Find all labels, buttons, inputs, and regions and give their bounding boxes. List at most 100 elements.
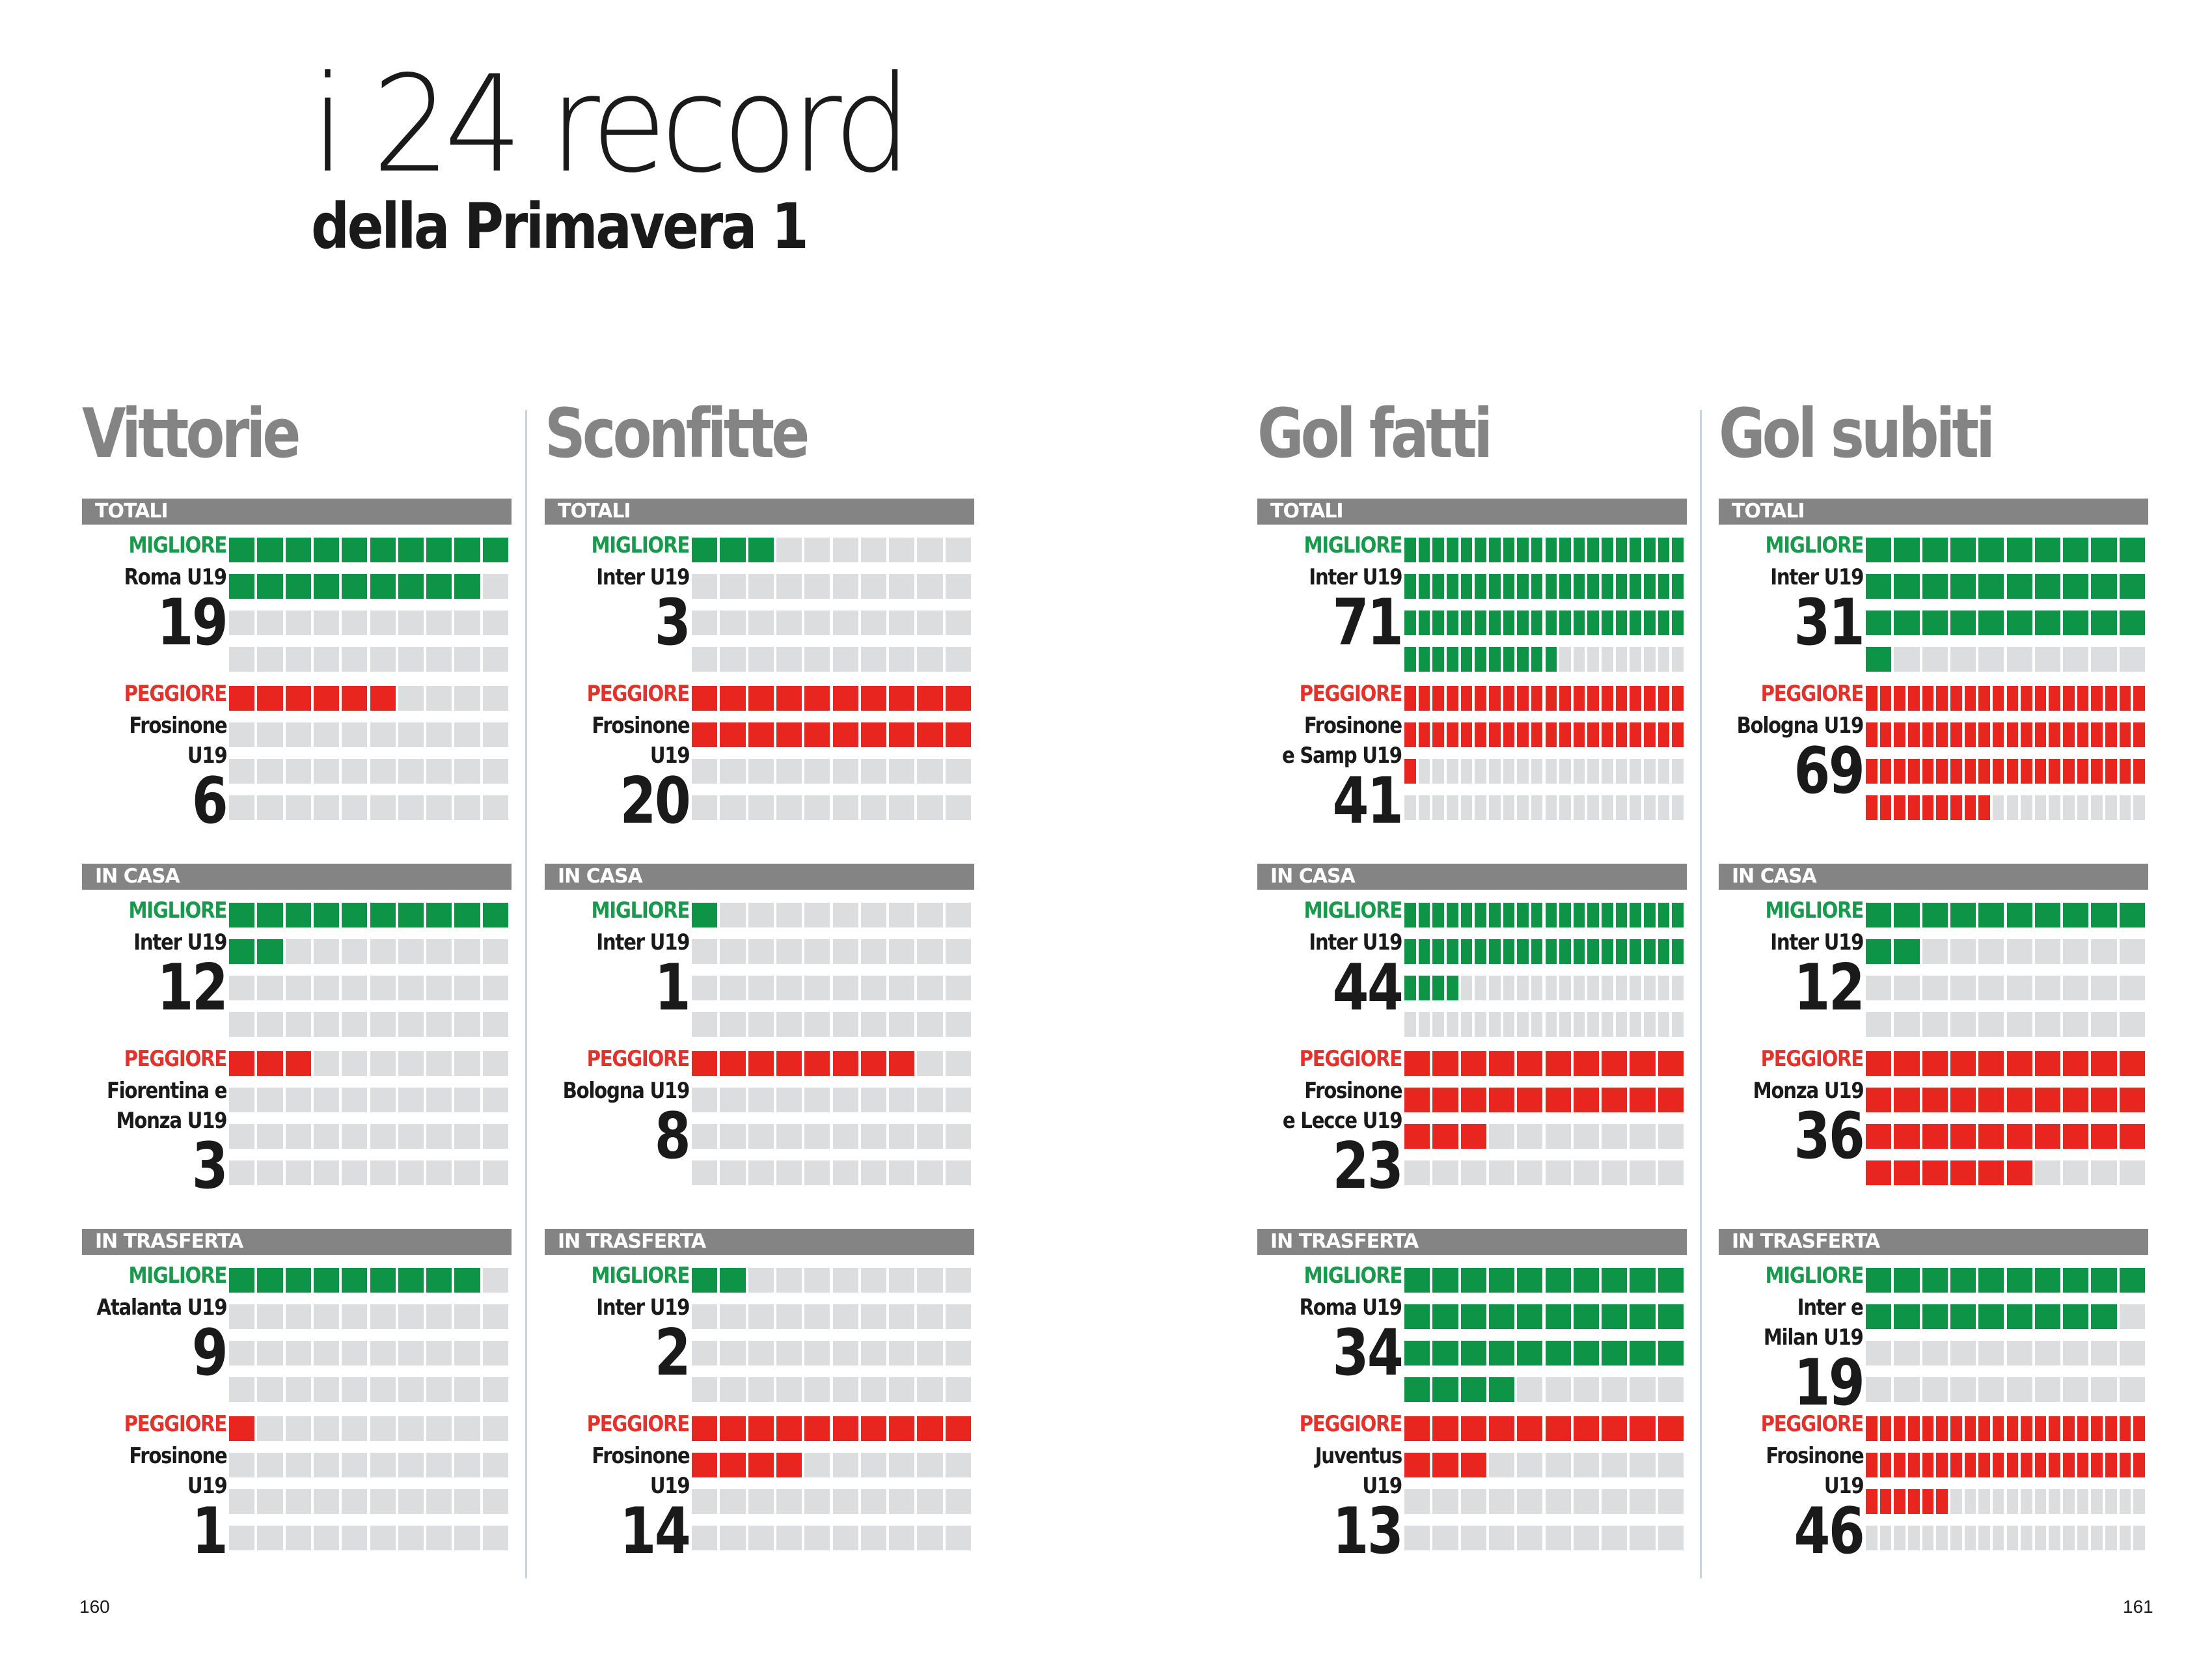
filled-cell bbox=[1418, 647, 1430, 672]
empty-cell bbox=[454, 611, 480, 635]
filled-cell bbox=[1894, 1304, 1920, 1329]
filled-cell bbox=[2034, 611, 2061, 635]
empty-cell bbox=[229, 1453, 255, 1477]
empty-cell bbox=[398, 686, 424, 711]
empty-cell bbox=[229, 1124, 255, 1149]
filled-cell bbox=[1517, 611, 1529, 635]
empty-cell bbox=[917, 903, 943, 927]
column-title: Sconfitte bbox=[545, 394, 810, 473]
filled-cell bbox=[2105, 686, 2117, 711]
empty-cell bbox=[692, 1160, 718, 1185]
filled-cell bbox=[1950, 903, 1976, 927]
record-value: 3 bbox=[191, 1129, 228, 1203]
worst-label: PEGGIORE bbox=[586, 681, 690, 707]
filled-cell bbox=[1488, 1268, 1515, 1293]
empty-cell bbox=[370, 1012, 396, 1037]
empty-cell bbox=[804, 1489, 830, 1514]
empty-cell bbox=[889, 538, 915, 562]
empty-cell bbox=[832, 759, 858, 784]
empty-cell bbox=[832, 574, 858, 599]
filled-cell bbox=[860, 1416, 887, 1441]
filled-cell bbox=[1672, 722, 1684, 747]
filled-cell bbox=[1545, 647, 1557, 672]
filled-cell bbox=[1587, 939, 1600, 964]
record-value: 41 bbox=[1332, 764, 1403, 838]
empty-cell bbox=[1404, 1489, 1430, 1514]
empty-cell bbox=[748, 903, 774, 927]
section-header: IN TRASFERTA bbox=[1719, 1229, 2148, 1255]
filled-cell bbox=[1573, 538, 1585, 562]
empty-cell bbox=[482, 1489, 508, 1514]
empty-cell bbox=[917, 611, 943, 635]
filled-cell bbox=[1658, 903, 1670, 927]
filled-cell bbox=[1964, 722, 1976, 747]
empty-cell bbox=[720, 1012, 746, 1037]
filled-cell bbox=[1950, 1416, 1962, 1441]
empty-cell bbox=[398, 1453, 424, 1477]
filled-cell bbox=[1644, 903, 1656, 927]
filled-cell bbox=[1907, 686, 1920, 711]
empty-cell bbox=[1432, 1489, 1458, 1514]
filled-cell bbox=[1936, 722, 1948, 747]
empty-cell bbox=[2049, 795, 2061, 820]
filled-cell bbox=[2034, 1416, 2047, 1441]
empty-cell bbox=[229, 611, 255, 635]
empty-cell bbox=[1573, 795, 1585, 820]
empty-cell bbox=[2049, 1526, 2061, 1550]
filled-cell bbox=[1950, 1453, 1962, 1477]
filled-cell bbox=[2021, 686, 2032, 711]
empty-cell bbox=[398, 611, 424, 635]
empty-cell bbox=[889, 976, 915, 1000]
filled-cell bbox=[1531, 574, 1543, 599]
filled-cell bbox=[1866, 538, 1892, 562]
empty-cell bbox=[285, 722, 311, 747]
empty-cell bbox=[860, 1526, 887, 1550]
filled-cell bbox=[1432, 611, 1444, 635]
filled-cell bbox=[1602, 1341, 1628, 1365]
filled-cell bbox=[1978, 1268, 2004, 1293]
filled-cell bbox=[1404, 574, 1416, 599]
empty-cell bbox=[2091, 647, 2117, 672]
best-label: MIGLIORE bbox=[1304, 1263, 1402, 1289]
filled-cell bbox=[1602, 939, 1613, 964]
empty-cell bbox=[945, 1160, 971, 1185]
filled-cell bbox=[285, 538, 311, 562]
filled-cell bbox=[1866, 722, 1877, 747]
empty-cell bbox=[1894, 976, 1920, 1000]
filled-cell bbox=[1460, 939, 1473, 964]
empty-cell bbox=[1545, 1377, 1571, 1402]
empty-cell bbox=[2021, 1526, 2032, 1550]
filled-cell bbox=[229, 1051, 255, 1076]
empty-cell bbox=[860, 1268, 887, 1293]
empty-cell bbox=[342, 1526, 368, 1550]
filled-cell bbox=[1432, 647, 1444, 672]
filled-cell bbox=[1531, 686, 1543, 711]
empty-cell bbox=[2077, 1526, 2089, 1550]
filled-cell bbox=[748, 1416, 774, 1441]
filled-cell bbox=[1922, 538, 1948, 562]
empty-cell bbox=[917, 1124, 943, 1149]
empty-cell bbox=[889, 1341, 915, 1365]
filled-cell bbox=[1907, 1453, 1920, 1477]
empty-cell bbox=[426, 939, 452, 964]
empty-cell bbox=[776, 1124, 802, 1149]
empty-cell bbox=[1922, 976, 1948, 1000]
record-value: 19 bbox=[1794, 1346, 1864, 1420]
empty-cell bbox=[692, 795, 718, 820]
empty-cell bbox=[1517, 795, 1529, 820]
team-name: Inter U19 bbox=[596, 1295, 690, 1321]
filled-cell bbox=[2119, 1416, 2131, 1441]
column-title: Gol fatti bbox=[1257, 394, 1493, 473]
filled-cell bbox=[1922, 1088, 1948, 1112]
empty-cell bbox=[692, 647, 718, 672]
empty-cell bbox=[832, 1012, 858, 1037]
empty-cell bbox=[832, 1526, 858, 1550]
section-header: TOTALI bbox=[1257, 499, 1687, 525]
filled-cell bbox=[1615, 611, 1628, 635]
filled-cell bbox=[1602, 611, 1613, 635]
filled-cell bbox=[1866, 939, 1892, 964]
empty-cell bbox=[832, 538, 858, 562]
filled-cell bbox=[1418, 574, 1430, 599]
empty-cell bbox=[482, 722, 508, 747]
empty-cell bbox=[889, 1124, 915, 1149]
